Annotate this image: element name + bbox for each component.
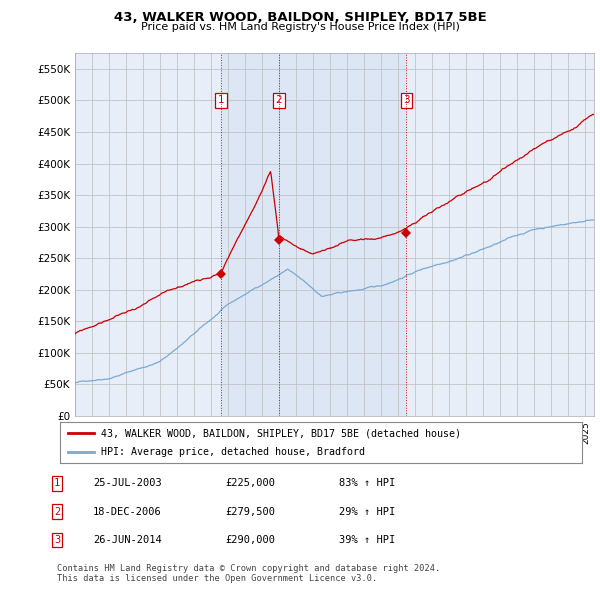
Bar: [221, 53, 278, 416]
Text: 1: 1: [54, 478, 60, 488]
Text: £290,000: £290,000: [225, 535, 275, 545]
Text: Price paid vs. HM Land Registry's House Price Index (HPI): Price paid vs. HM Land Registry's House …: [140, 22, 460, 32]
Text: Contains HM Land Registry data © Crown copyright and database right 2024.
This d: Contains HM Land Registry data © Crown c…: [57, 563, 440, 583]
Text: 43, WALKER WOOD, BAILDON, SHIPLEY, BD17 5BE (detached house): 43, WALKER WOOD, BAILDON, SHIPLEY, BD17 …: [101, 428, 461, 438]
Text: 3: 3: [403, 96, 410, 106]
Text: £225,000: £225,000: [225, 478, 275, 488]
Bar: [278, 53, 406, 416]
Text: 1: 1: [217, 96, 224, 106]
Text: 83% ↑ HPI: 83% ↑ HPI: [339, 478, 395, 488]
Text: 29% ↑ HPI: 29% ↑ HPI: [339, 507, 395, 516]
Text: 43, WALKER WOOD, BAILDON, SHIPLEY, BD17 5BE: 43, WALKER WOOD, BAILDON, SHIPLEY, BD17 …: [113, 11, 487, 24]
Text: 39% ↑ HPI: 39% ↑ HPI: [339, 535, 395, 545]
Text: 2: 2: [54, 507, 60, 516]
Text: 18-DEC-2006: 18-DEC-2006: [93, 507, 162, 516]
Text: 2: 2: [275, 96, 282, 106]
Text: 25-JUL-2003: 25-JUL-2003: [93, 478, 162, 488]
Text: 3: 3: [54, 535, 60, 545]
Text: 26-JUN-2014: 26-JUN-2014: [93, 535, 162, 545]
Text: HPI: Average price, detached house, Bradford: HPI: Average price, detached house, Brad…: [101, 447, 365, 457]
Text: £279,500: £279,500: [225, 507, 275, 516]
